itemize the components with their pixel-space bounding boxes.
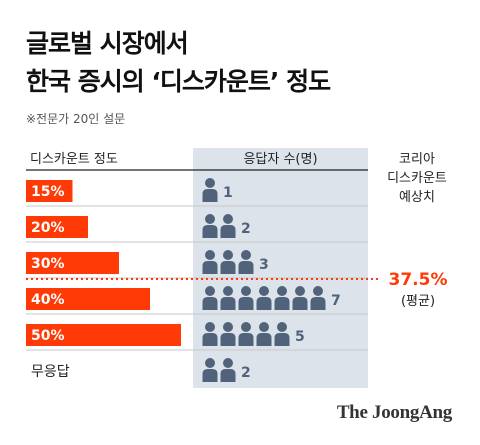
respondent-count: 5 [295,329,305,345]
chart-title-line2: 한국 증시의 ‘디스카운트’ 정도 [26,67,331,96]
person-icon [220,358,236,382]
chart-subtitle: ※전문가 20인 설문 [26,112,126,126]
person-icon [220,286,236,310]
person-icon [202,286,218,310]
person-icon [202,322,218,346]
person-icon [238,322,254,346]
person-icon [220,214,236,238]
header-expected-discount: 예상치 [399,190,435,205]
bar-20pct [26,216,88,238]
bar-label: 50% [31,328,65,344]
person-icon [238,250,254,274]
publisher-logo: The JoongAng [336,402,452,423]
bar-label: 20% [31,220,65,236]
bar-30pct [26,252,119,274]
person-icon [274,322,290,346]
header-expected-discount: 코리아 [399,152,435,167]
bar-label: 15% [31,184,65,200]
person-icon [202,358,218,382]
person-icon [202,250,218,274]
person-icon [274,286,290,310]
header-discount-level: 디스카운트 정도 [30,152,118,167]
bar-15pct [26,180,73,202]
person-icon [220,250,236,274]
respondents-panel [193,148,368,388]
bar-label: 30% [31,256,65,272]
respondent-count: 7 [331,293,341,309]
average-sublabel: (평균) [401,294,435,309]
bar-40pct [26,288,150,310]
person-icon [310,286,326,310]
respondent-count: 3 [259,257,269,273]
bar-50pct [26,324,181,346]
person-icon [256,322,272,346]
chart-title: 글로벌 시장에서 [26,29,189,58]
category-label: 무응답 [31,364,70,380]
respondent-count: 1 [223,185,233,201]
person-icon [202,214,218,238]
bar-label: 40% [31,292,65,308]
person-icon [220,322,236,346]
respondent-count: 2 [241,221,251,237]
person-icon [238,286,254,310]
person-icon [202,178,218,202]
average-value-label: 37.5% [389,270,448,290]
header-expected-discount: 디스카운트 [387,171,447,186]
person-icon [292,286,308,310]
header-respondents: 응답자 수(명) [243,152,317,167]
respondent-count: 2 [241,365,251,381]
person-icon [256,286,272,310]
